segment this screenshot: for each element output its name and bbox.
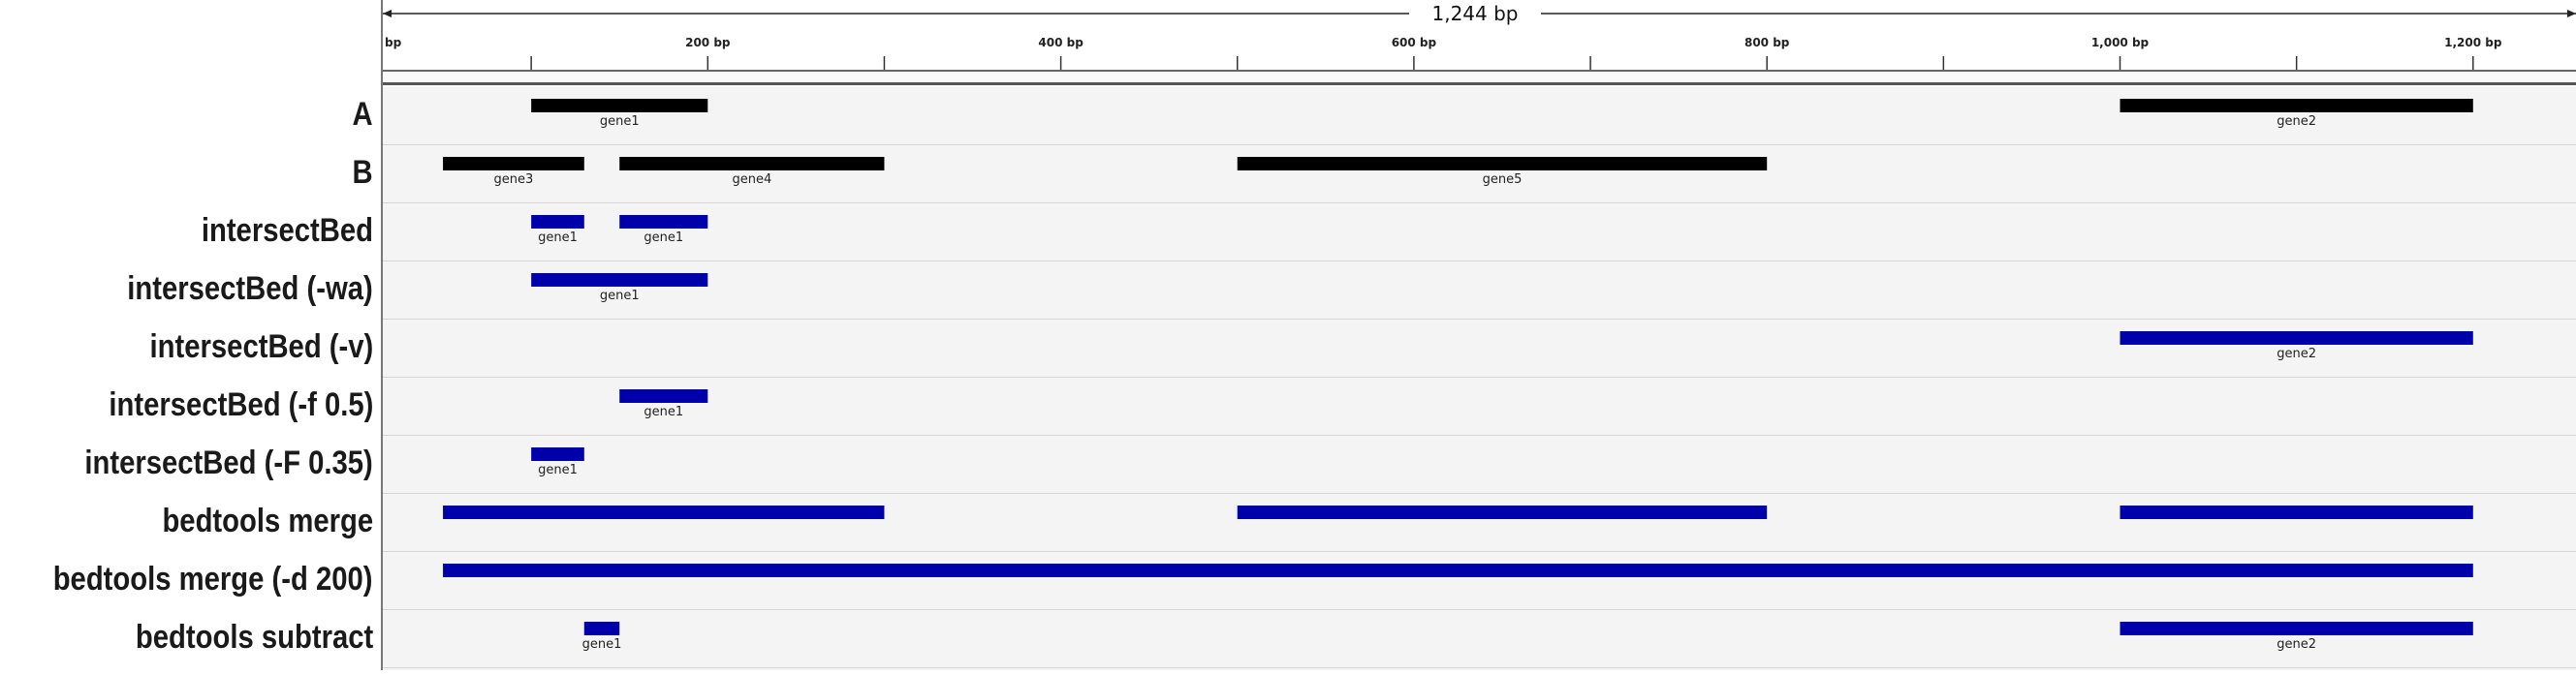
feature-bar[interactable]	[2120, 331, 2473, 345]
feature-bar[interactable]	[2120, 622, 2473, 635]
ruler-tick-label: 1,200 bp	[2444, 36, 2502, 49]
ruler-tick-label: 600 bp	[1392, 36, 1437, 49]
ruler-band[interactable]	[383, 70, 2576, 85]
feature-label: gene4	[732, 172, 771, 187]
track-name[interactable]: A	[352, 96, 373, 133]
feature-bar[interactable]	[2120, 99, 2473, 112]
track-name[interactable]: bedtools merge	[162, 503, 373, 539]
feature-label: gene1	[538, 463, 578, 477]
ruler-tick-label: 1,000 bp	[2091, 36, 2150, 49]
feature-label: gene1	[600, 114, 640, 129]
feature-label: gene1	[582, 637, 622, 652]
feature-label: gene1	[644, 405, 683, 419]
feature-bar[interactable]	[443, 506, 885, 519]
track-name[interactable]: intersectBed (-f 0.5)	[109, 386, 373, 423]
feature-bar[interactable]	[619, 389, 708, 403]
track-name[interactable]: bedtools subtract	[135, 619, 373, 656]
feature-bar[interactable]	[2120, 506, 2473, 519]
feature-bar[interactable]	[443, 564, 2473, 577]
feature-bar[interactable]	[619, 215, 708, 229]
track-name[interactable]: intersectBed (-F 0.35)	[84, 445, 373, 481]
track-name[interactable]: bedtools merge (-d 200)	[53, 561, 373, 598]
feature-bar[interactable]	[1237, 157, 1768, 170]
track-area: gene1 gene2 gene3 gene4 gene5 gene1 gene1 gene1…	[383, 87, 2576, 670]
ruler-tick-label: bp	[385, 36, 402, 49]
ruler-svg: 1,244 bp bp 200 bp 400 bp 600 bp 800 bp 1,000 …	[383, 2, 2576, 70]
feature-label: gene1	[600, 289, 640, 303]
ruler-arrow-left-icon	[383, 10, 392, 17]
feature-bar[interactable]	[531, 215, 584, 229]
feature-bar[interactable]	[531, 447, 584, 461]
feature-bar[interactable]	[619, 157, 885, 170]
ruler-tick-label: 400 bp	[1038, 36, 1084, 49]
feature-label: gene2	[2277, 347, 2316, 361]
feature-label: gene3	[494, 172, 534, 187]
ruler-arrow-right-icon	[2567, 10, 2576, 17]
feature-label: gene2	[2277, 114, 2316, 129]
feature-label: gene1	[644, 230, 683, 245]
ruler-tick-label: 800 bp	[1744, 36, 1790, 49]
feature-bar[interactable]	[531, 99, 708, 112]
feature-bar[interactable]	[443, 157, 584, 170]
feature-bar[interactable]	[1237, 506, 1768, 519]
track-name[interactable]: intersectBed (-wa)	[127, 270, 373, 307]
track-name[interactable]: B	[352, 154, 373, 191]
feature-bar[interactable]	[531, 273, 708, 287]
ruler-tick-label: 200 bp	[685, 36, 731, 49]
track-name[interactable]: intersectBed	[201, 212, 373, 249]
feature-label: gene2	[2277, 637, 2316, 652]
feature-label: gene5	[1483, 172, 1523, 187]
feature-label: gene1	[538, 230, 578, 245]
locus-span-label: 1,244 bp	[1431, 2, 1518, 25]
track-name[interactable]: intersectBed (-v)	[149, 328, 373, 365]
tracks-svg: gene1 gene2 gene3 gene4 gene5 gene1 gene1 gene1…	[383, 99, 2576, 668]
panel-divider[interactable]	[381, 0, 383, 670]
feature-bar[interactable]	[583, 622, 620, 635]
